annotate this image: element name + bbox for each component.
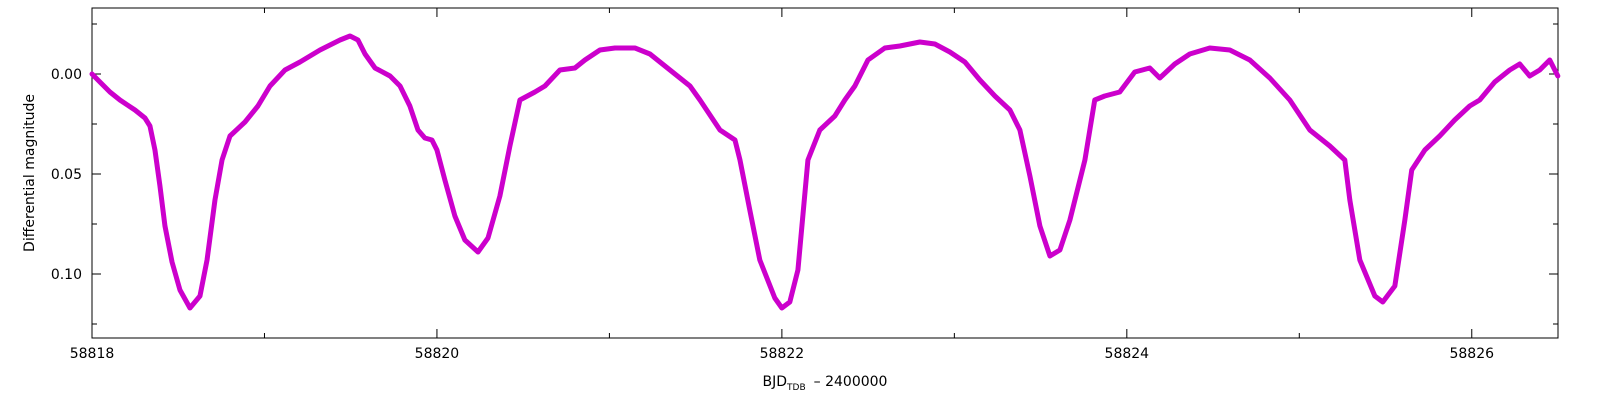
y-axis-label: Differential magnitude [22, 94, 38, 252]
x-label-suffix: – 2400000 [814, 374, 888, 390]
x-tick-label: 58820 [415, 346, 460, 362]
x-axis-label: BJDTDB – 2400000 [763, 374, 888, 393]
x-tick-label: 58826 [1449, 346, 1494, 362]
y-tick-label: 0.10 [51, 267, 82, 283]
plot-frame [91, 7, 1559, 339]
x-tick-label: 58818 [70, 346, 115, 362]
light-curve [89, 33, 1561, 311]
x-label-main: BJD [763, 374, 788, 390]
y-tick-label: 0.05 [51, 167, 82, 183]
x-tick-label: 58824 [1105, 346, 1150, 362]
x-tick-label: 58822 [760, 346, 805, 362]
y-tick-label: 0.00 [51, 67, 82, 83]
x-label-subscript: TDB [786, 383, 806, 393]
